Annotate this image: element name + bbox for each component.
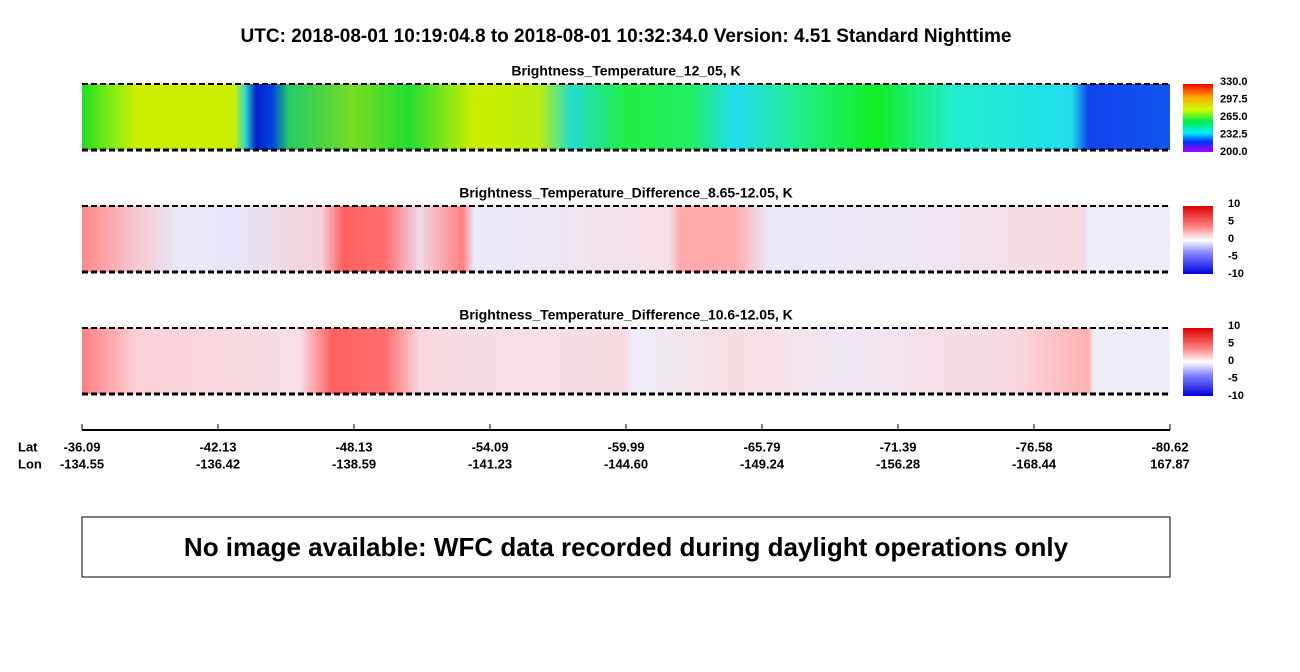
colorbar-label: -10 bbox=[1228, 268, 1244, 280]
lat-label: Lat bbox=[18, 439, 38, 454]
lon-tick-label: -168.44 bbox=[1012, 456, 1057, 471]
colorbar-label: -5 bbox=[1228, 372, 1238, 384]
lat-tick-label: -71.39 bbox=[880, 439, 917, 454]
colorbar-label: 200.0 bbox=[1220, 146, 1248, 158]
lat-tick-label: -76.58 bbox=[1016, 439, 1053, 454]
lon-tick-label: -144.60 bbox=[604, 456, 648, 471]
colorbar bbox=[1183, 328, 1213, 396]
colorbar bbox=[1183, 206, 1213, 274]
lon-tick-label: -134.55 bbox=[60, 456, 104, 471]
panel-title: Brightness_Temperature_Difference_10.6-1… bbox=[459, 307, 793, 323]
colorbar-label: 265.0 bbox=[1220, 111, 1248, 123]
message: No image available: WFC data recorded du… bbox=[184, 532, 1069, 562]
lat-tick-label: -42.13 bbox=[200, 439, 237, 454]
lon-tick-label: -156.28 bbox=[876, 456, 920, 471]
axis-ticks: -36.09 -134.55 -42.13 -136.42 -48.13 -138.59 -… bbox=[60, 424, 1190, 471]
lon-tick-label: -136.42 bbox=[196, 456, 240, 471]
lat-tick-label: -48.13 bbox=[336, 439, 373, 454]
lon-tick-label: -138.59 bbox=[332, 456, 376, 471]
colorbar-label: 10 bbox=[1228, 320, 1240, 332]
panels: Brightness_Temperature_12_05, K 330.0 297.… bbox=[82, 63, 1248, 402]
colorbar-label: 232.5 bbox=[1220, 128, 1248, 140]
colorbar-label: 330.0 bbox=[1220, 76, 1248, 88]
colorbar-label: 297.5 bbox=[1220, 93, 1248, 105]
lon-tick-label: -149.24 bbox=[740, 456, 785, 471]
panel-title: Brightness_Temperature_Difference_8.65-1… bbox=[459, 185, 793, 201]
panel-image bbox=[82, 328, 1170, 394]
panel-title: Brightness_Temperature_12_05, K bbox=[511, 63, 740, 79]
lat-tick-label: -65.79 bbox=[744, 439, 781, 454]
page-title: UTC: 2018-08-01 10:19:04.8 to 2018-08-01… bbox=[241, 26, 1012, 47]
lat-tick-label: -59.99 bbox=[608, 439, 645, 454]
lat-tick-label: -54.09 bbox=[472, 439, 509, 454]
colorbar-label: 10 bbox=[1228, 198, 1240, 210]
lon-tick-label: -141.23 bbox=[468, 456, 512, 471]
colorbar-label: -10 bbox=[1228, 390, 1244, 402]
colorbar-label: 0 bbox=[1228, 233, 1234, 245]
colorbar-label: 0 bbox=[1228, 355, 1234, 367]
lat-tick-label: -36.09 bbox=[64, 439, 101, 454]
panel-image bbox=[82, 84, 1170, 150]
lon-label: Lon bbox=[18, 456, 42, 471]
colorbar-label: -5 bbox=[1228, 250, 1238, 262]
message-box bbox=[81, 516, 1171, 578]
colorbar-label: 5 bbox=[1228, 337, 1234, 349]
lat-tick-label: -80.62 bbox=[1152, 439, 1189, 454]
colorbar bbox=[1183, 84, 1213, 152]
colorbar-label: 5 bbox=[1228, 215, 1234, 227]
panel-image bbox=[82, 206, 1170, 272]
lon-tick-label: 167.87 bbox=[1150, 456, 1190, 471]
